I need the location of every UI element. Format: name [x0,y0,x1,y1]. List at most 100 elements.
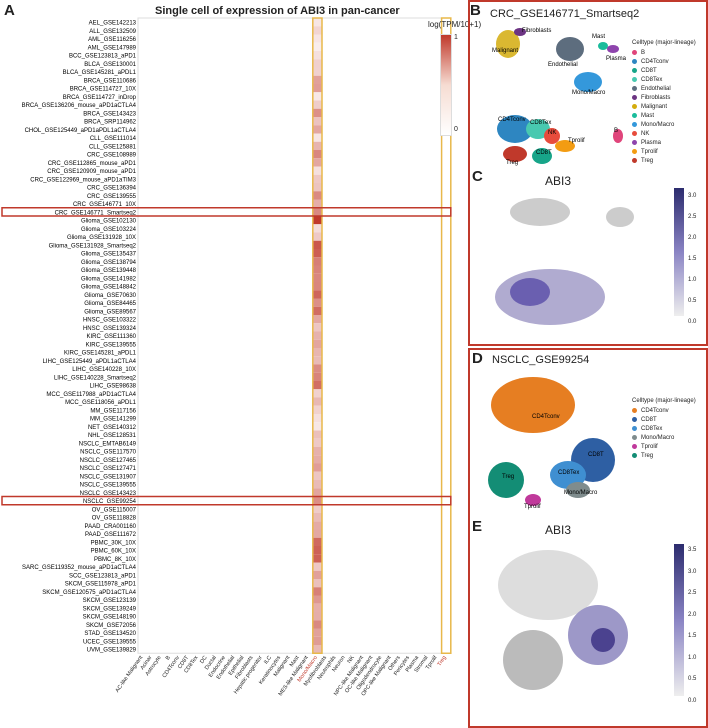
heatmap-row-label: NSCLC_GSE131907 [80,474,137,480]
heatmap-cell-mono-macro [312,636,322,645]
legend-dot [632,77,637,82]
heatmap-row-label: NET_GSE140312 [88,425,137,431]
legend-label: NK [641,130,650,137]
heatmap-row-label: SKCM_GSE115978_aPD1 [65,582,137,588]
heatmap-row-label: CLL_GSE125881 [89,144,137,150]
celltype-legend-d-title: Celltype (major-lineage) [632,398,696,404]
legend-label: Malignant [641,103,668,110]
heatmap-row-label: PBMC_8K_10X [94,557,136,563]
legend-b-item: Mast [632,111,696,120]
heatmap-cell-mono-macro [312,603,322,612]
heatmap-row-label: HNSC_GSE139324 [83,326,137,332]
legend-b-item: Fibroblasts [632,93,696,102]
heatmap-row-label: MCC_GSE118056_aPDL1 [65,400,137,406]
heatmap-row-label: NSCLC_GSE117570 [80,450,137,456]
heatmap-cell-mono-macro [312,51,322,60]
heatmap-row-label: LIHC_GSE98638 [90,384,137,390]
legend-b-item: Treg [632,156,696,165]
heatmap-cell-mono-macro [312,141,322,150]
heatmap-row-label: NSCLC_GSE99254 [83,499,137,505]
heatmap-cell-mono-macro [312,537,322,546]
heatmap-column-label: B [165,655,172,662]
heatmap-row-label: BLCA_GSE130001 [84,62,136,68]
panel-e-letter: E [472,518,483,535]
heatmap-cell-mono-macro [312,496,322,505]
legend-d-item: Mono/Macro [632,433,696,442]
colorbar-tick: 3.0 [688,568,697,575]
legend-dot [632,113,637,118]
heatmap-row-label: Glioma_GSE70630 [84,293,136,299]
colorbar-tick: 1.5 [688,633,697,639]
heatmap-row-label: Glioma_GSE135437 [81,252,137,258]
cluster-fibroblasts [514,28,526,36]
cluster-treg [503,146,527,162]
heatmap-row-label: CRC_GSE122969_mouse_aPD1aTIM3 [30,177,136,183]
cluster-malignant [496,30,520,58]
legend-dot [632,86,637,91]
heatmap-cell-mono-macro [312,265,322,274]
heatmap-row-label: SKCM_GSE120575_aPD1aCTLA4 [42,590,136,596]
legend-b-item: Tprolif [632,147,696,156]
heatmap-cell-mono-macro [312,158,322,167]
cluster-nk [544,128,560,144]
legend-label: CD8Tex [641,76,663,83]
celltype-legend-d: Celltype (major-lineage) CD4Tconv CD8T CD8… [632,398,696,460]
heatmap-cell-mono-macro [312,430,322,439]
heatmap-row-label: MM_GSE141299 [90,417,137,423]
heatmap-cell-mono-macro [312,240,322,249]
legend-label: Mono/Macro [641,121,675,128]
cluster-mono-macro [574,72,602,92]
heatmap-cell-mono-macro [312,232,322,241]
cluster-cd4tconv [497,115,533,143]
heatmap-row-label: ALL_GSE132509 [89,29,136,35]
heatmap-row-label: LIHC_GSE125449_aPDL1aCTLA4 [43,359,137,365]
heatmap-row-label: SKCM_GSE139249 [83,606,137,612]
heatmap-colorbar [440,34,452,136]
heatmap-cell-mono-macro [312,620,322,629]
umap-b-label-endothelial: Endothelial [548,62,578,68]
heatmap-row-label: PAAD_CRA001160 [85,524,137,530]
heatmap-chart: AEL_GSE142213 ALL_GSE132509 AML_GSE116256 A… [1,17,452,697]
cluster-mast [598,42,608,50]
panel-d-title: NSCLC_GSE99254 [492,354,590,366]
umap-b-label-plasma: Plasma [606,56,627,62]
celltype-legend-b-title: Celltype (major-lineage) [632,40,696,46]
heatmap-cell-mono-macro [312,298,322,307]
umap-c-right-cells [606,207,634,227]
legend-dot [632,417,637,422]
umap-d-label-cd8tex: CD8Tex [558,470,579,476]
legend-d-item: CD4Tconv [632,406,696,415]
legend-b-item: Plasma [632,138,696,147]
legend-dot [632,104,637,109]
legend-dot [632,444,637,449]
heatmap-row-label: BRCA_GSE143423 [83,111,136,117]
heatmap-row-label: Glioma_GSE139448 [81,268,137,274]
heatmap-row-label: Glioma_GSE141982 [81,276,137,282]
heatmap-row-label: NSCLC_EMTAB6149 [79,441,137,447]
heatmap-cell-mono-macro [312,562,322,571]
heatmap-row-label: CRC_GSE139555 [87,194,137,200]
legend-dot [632,435,637,440]
heatmap-row-label: PAAD_GSE111672 [85,532,137,538]
heatmap-row-label: Glioma_GSE103224 [81,227,137,233]
umap-c-upper-cells [510,198,570,226]
heatmap-cell-mono-macro [312,331,322,340]
heatmap-row-label: CRC_GSE108989 [87,153,137,159]
colorbar-tick: 2.5 [688,590,697,596]
colorbar-tick: 1.0 [688,277,697,283]
heatmap-cell-mono-macro [312,587,322,596]
umap-e-high-expr-cells [591,628,615,652]
heatmap-cell-mono-macro [312,381,322,390]
umap-d-label-cd8t: CD8T [588,452,604,458]
heatmap-cell-mono-macro [312,273,322,282]
heatmap-cell-mono-macro [312,150,322,159]
cluster-plasma [607,45,619,53]
umap-b: Fibroblasts Malignant Endothelial Mast P… [492,28,627,166]
heatmap-cell-mono-macro [312,645,322,654]
heatmap-row-label: CRC_GSE112865_mouse_aPD1 [48,161,137,167]
umap-d-label-tprolif: Tprolif [524,504,541,510]
heatmap-row-label: HNSC_GSE103322 [83,318,137,324]
legend-dot [632,158,637,163]
heatmap-cell-mono-macro [312,257,322,266]
heatmap-cell-mono-macro [312,579,322,588]
